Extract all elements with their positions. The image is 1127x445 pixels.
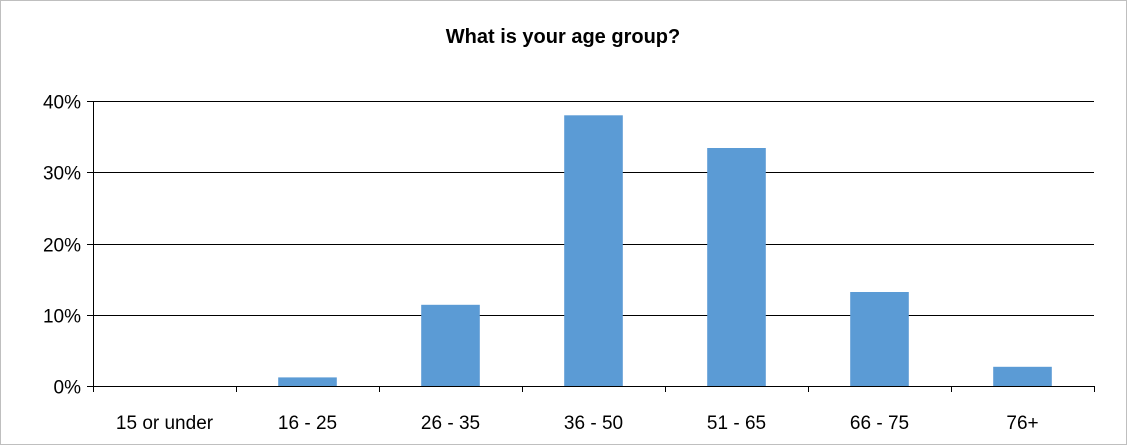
x-tick-label: 76+ bbox=[1006, 413, 1038, 434]
tick-labels: 0% 10% 20% 30% 40% 15 or under 16 - 25 26 - 35 3… bbox=[43, 93, 1039, 435]
bar bbox=[850, 292, 909, 386]
y-tick-label: 0% bbox=[54, 378, 82, 399]
bar bbox=[993, 366, 1052, 386]
bar bbox=[564, 115, 623, 387]
x-tick-label: 66 - 75 bbox=[850, 413, 909, 434]
x-tick-label: 16 - 25 bbox=[278, 413, 337, 434]
x-tick-label: 36 - 50 bbox=[564, 413, 623, 434]
bar bbox=[421, 304, 480, 386]
y-tick-label: 20% bbox=[43, 236, 81, 257]
y-tick-label: 30% bbox=[43, 164, 81, 185]
bar bbox=[707, 148, 766, 386]
bar bbox=[278, 377, 337, 386]
y-tick-label: 10% bbox=[43, 307, 81, 328]
axes bbox=[87, 101, 1095, 392]
y-tick-label: 40% bbox=[43, 93, 81, 114]
bars bbox=[278, 115, 1052, 387]
chart-title: What is your age group? bbox=[446, 26, 680, 48]
x-tick-label: 51 - 65 bbox=[707, 413, 766, 434]
x-tick-label: 26 - 35 bbox=[421, 413, 480, 434]
x-tick-label: 15 or under bbox=[116, 413, 214, 434]
